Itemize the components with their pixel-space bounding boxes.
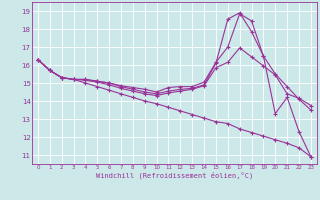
X-axis label: Windchill (Refroidissement éolien,°C): Windchill (Refroidissement éolien,°C) [96, 172, 253, 179]
